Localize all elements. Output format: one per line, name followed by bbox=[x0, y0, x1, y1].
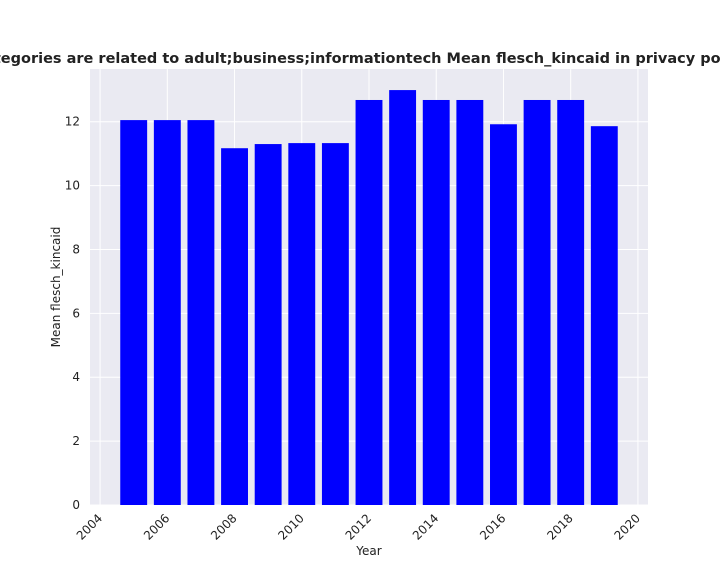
y-tick-label: 0 bbox=[72, 498, 80, 512]
bar-2005 bbox=[120, 120, 148, 505]
bar-2018 bbox=[557, 99, 585, 505]
y-axis-ticks: 0 2 4 6 8 10 12 bbox=[65, 115, 80, 512]
y-tick-label: 12 bbox=[65, 115, 80, 129]
chart-title: categories are related to adult;business… bbox=[0, 51, 720, 67]
bar-2011 bbox=[321, 143, 349, 505]
bar-2007 bbox=[187, 120, 215, 505]
bar-2008 bbox=[221, 148, 248, 505]
y-tick-label: 10 bbox=[65, 179, 80, 193]
y-tick-label: 4 bbox=[72, 370, 80, 384]
y-axis-label: Mean flesch_kincaid bbox=[49, 227, 63, 348]
bar-2019 bbox=[590, 126, 618, 505]
bar-2015 bbox=[456, 99, 484, 505]
bar-2010 bbox=[288, 143, 316, 505]
y-tick-label: 6 bbox=[72, 306, 80, 320]
bar-2009 bbox=[254, 144, 282, 506]
bar-2012 bbox=[355, 99, 383, 505]
x-axis-label: Year bbox=[355, 544, 381, 558]
bar-2016 bbox=[490, 124, 517, 505]
bar-2013 bbox=[389, 90, 417, 505]
bar-2014 bbox=[422, 99, 450, 505]
y-tick-label: 2 bbox=[72, 434, 80, 448]
bar-2006 bbox=[153, 120, 181, 505]
y-tick-label: 8 bbox=[72, 242, 80, 256]
bar-2017 bbox=[523, 99, 551, 505]
bars bbox=[120, 90, 618, 506]
